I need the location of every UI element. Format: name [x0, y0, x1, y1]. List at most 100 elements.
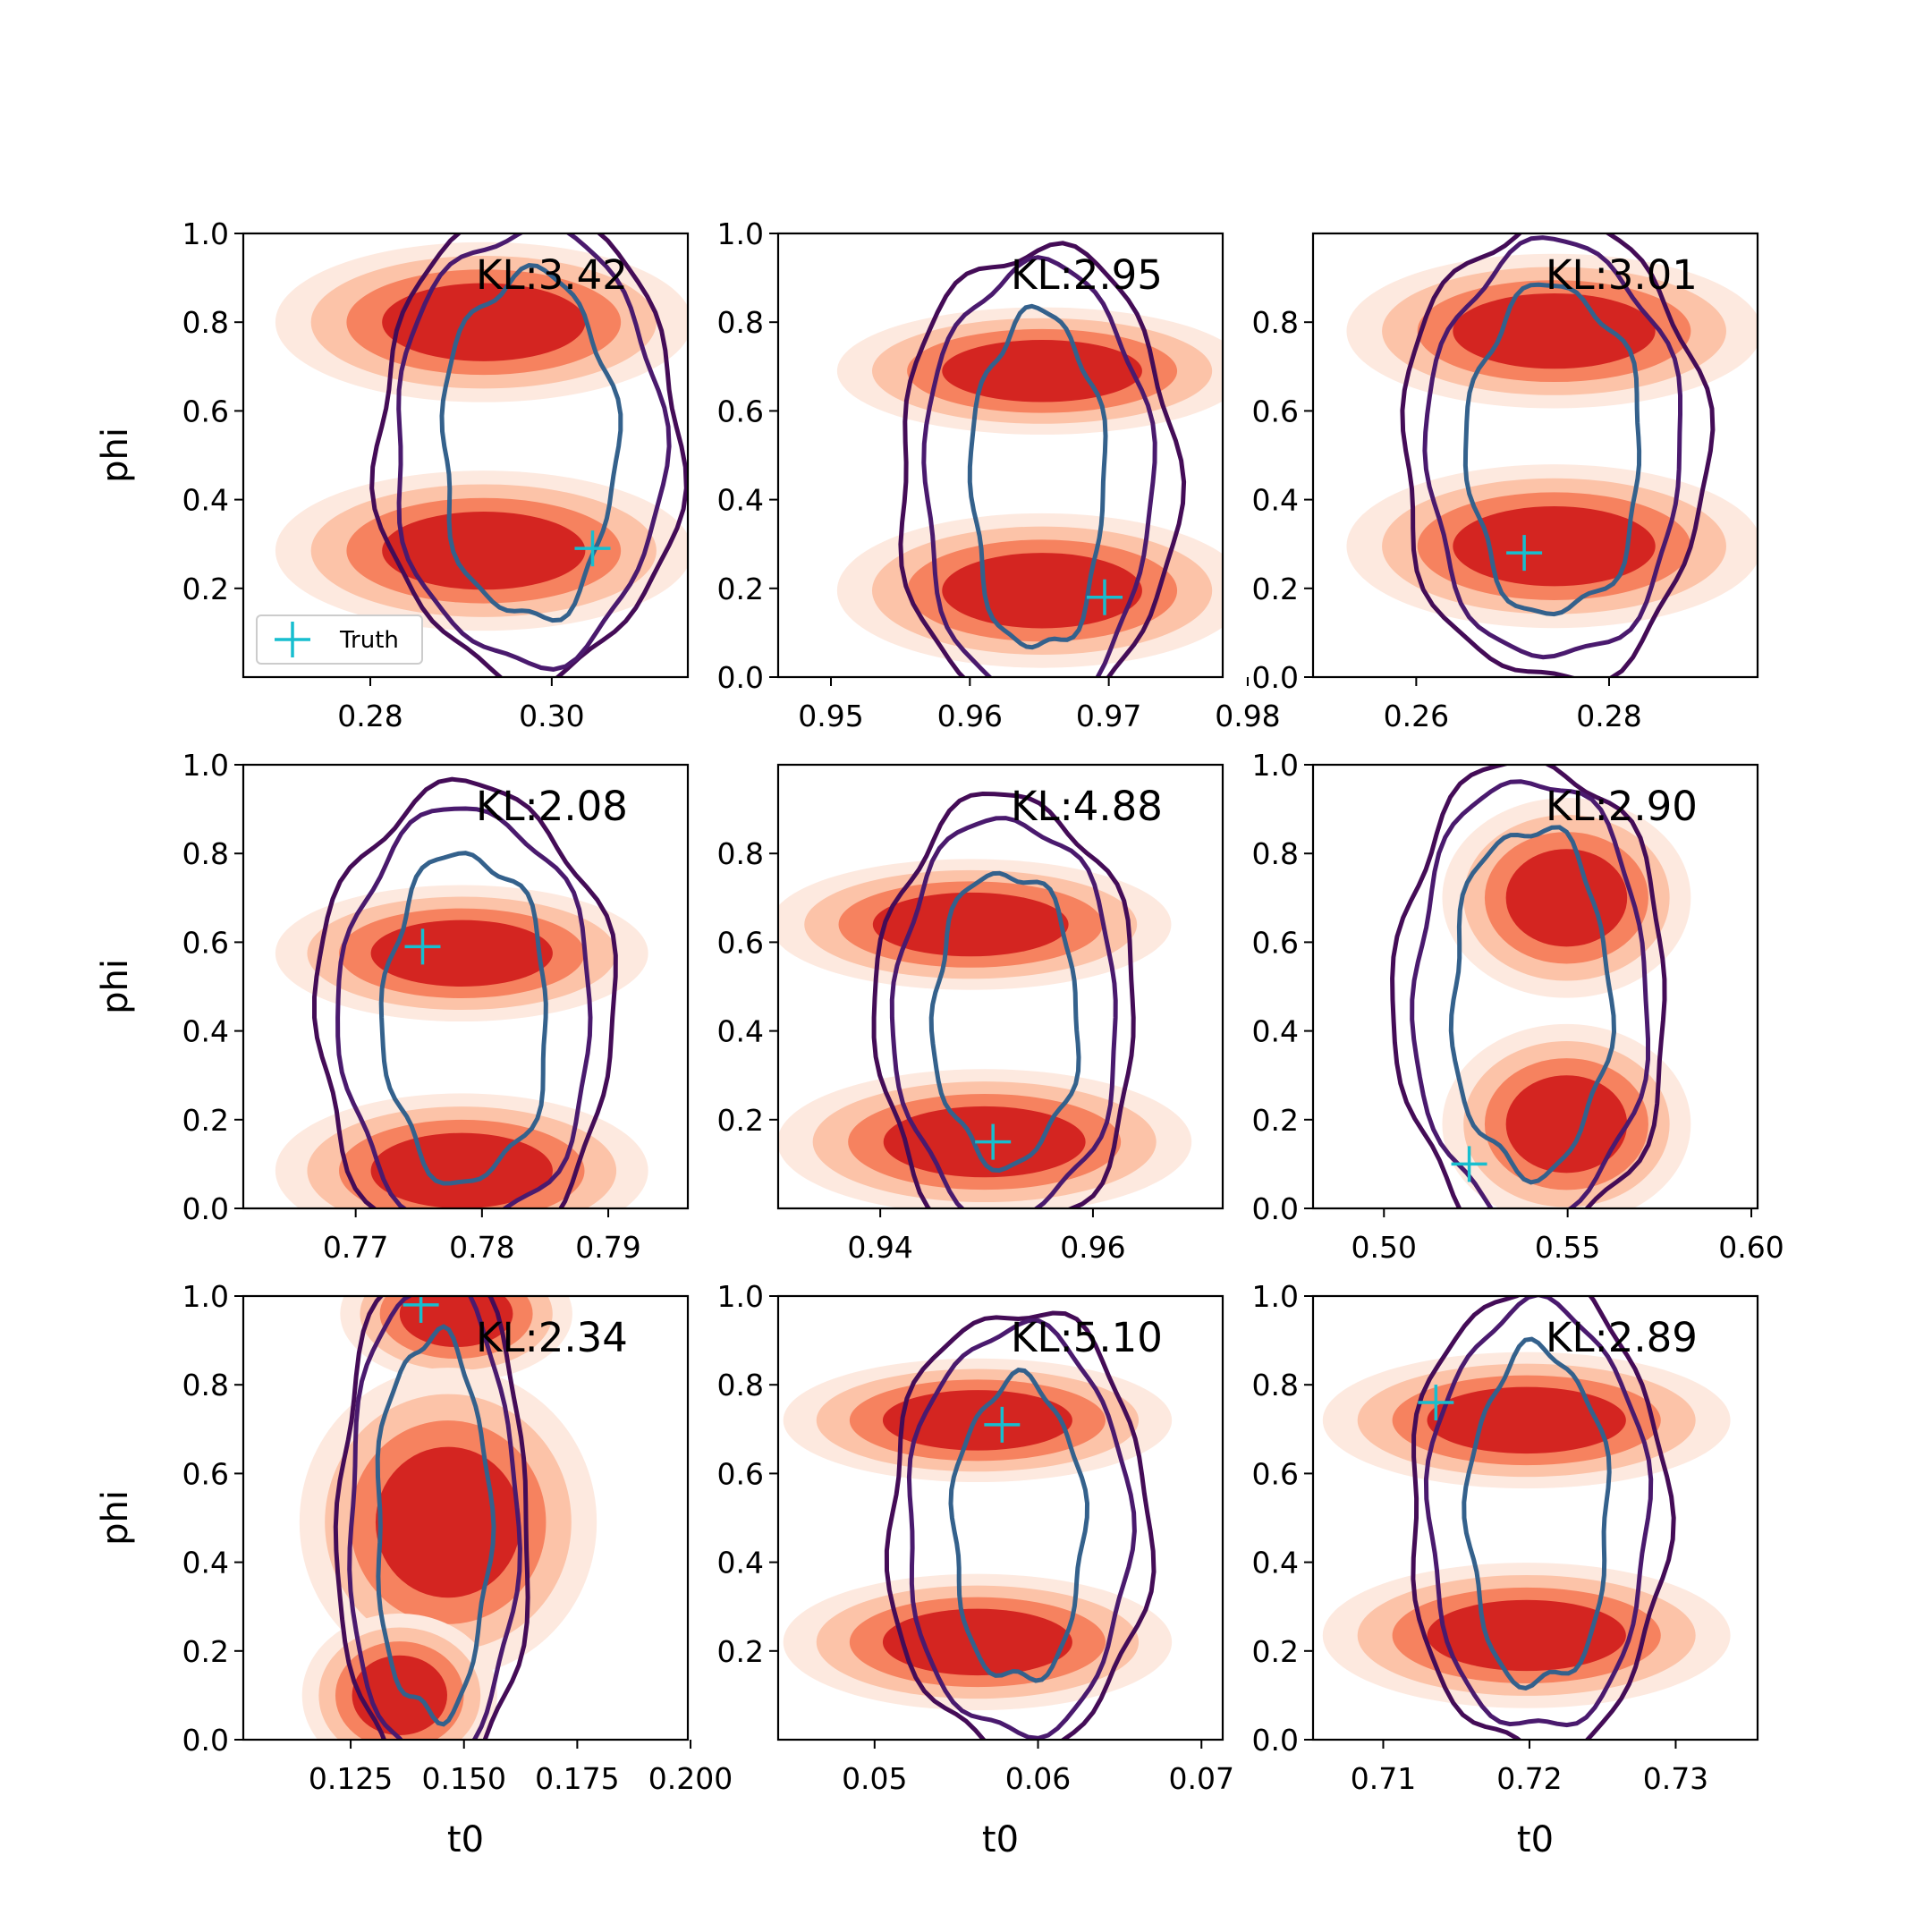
x-tick-label: 0.97: [1076, 699, 1141, 733]
x-tick-label: 0.200: [648, 1761, 733, 1796]
density-blob-2-level-4: [382, 511, 586, 590]
y-tick-label: 0.4: [182, 483, 229, 518]
y-tick-label: 0.8: [182, 836, 229, 871]
y-axis-label: phi: [95, 1490, 136, 1546]
y-tick-label: 1.0: [717, 1279, 764, 1314]
x-tick-label: 0.26: [1384, 699, 1449, 733]
density-blob-1-level-4: [1505, 849, 1628, 947]
y-tick-label: 0.4: [1252, 483, 1299, 518]
y-axis-label: phi: [95, 959, 136, 1014]
panel-4: 0.77 0.78 0.79 0.0 0.2 0.4 0.6 0.8 1.0 KL:2.08 phi: [95, 748, 690, 1265]
density-blob-2-level-4: [1427, 1599, 1626, 1672]
contour-inner: [439, 262, 623, 623]
y-tick-label: 0.8: [717, 1368, 764, 1402]
y-tick-label: 0.4: [182, 1546, 229, 1580]
x-tick-label: 0.05: [842, 1761, 907, 1796]
x-tick-label: 0.94: [847, 1230, 912, 1265]
y-tick-label: 0.0: [182, 1723, 229, 1758]
y-tick-label: 0.2: [717, 1634, 764, 1669]
y-tick-label: 0.6: [182, 394, 229, 428]
x-tick-label: 0.07: [1169, 1761, 1234, 1796]
y-tick-label: 0.0: [182, 1191, 229, 1226]
legend: Truth: [256, 614, 423, 665]
y-tick-label: 0.2: [1252, 1634, 1299, 1669]
contour-outer: [333, 1296, 530, 1740]
contour-outer: [898, 241, 1187, 677]
y-tick-label: 0.8: [1252, 1368, 1299, 1402]
contour-inner: [1448, 825, 1617, 1185]
contour-inner: [928, 870, 1081, 1174]
panel-2: 0.95 0.96 0.97 0.98 0.0 0.2 0.4 0.6 0.8 1.0 KL:2.9…: [717, 216, 1281, 733]
axes-frame: [1311, 1294, 1759, 1741]
legend-label: Truth: [339, 627, 399, 654]
y-tick-label: 1.0: [182, 748, 229, 783]
axes-frame: [242, 1294, 690, 1741]
contour-outer: [1390, 765, 1667, 1208]
x-axis-label: t0: [447, 1819, 484, 1860]
y-tick-label: 0.4: [717, 483, 764, 518]
density-blob-2-level-4: [942, 553, 1142, 629]
y-tick-label: 0.8: [182, 305, 229, 340]
y-tick-label: 0.2: [182, 1103, 229, 1138]
y-tick-label: 0.6: [717, 1456, 764, 1491]
axes-frame: [1311, 232, 1759, 679]
contour-mid: [1422, 235, 1682, 660]
axes-frame: [776, 232, 1224, 679]
y-tick-label: 0.4: [1252, 1546, 1299, 1580]
axes-frame: [1311, 763, 1759, 1210]
kl-annotation: KL:2.34: [476, 1314, 628, 1361]
kl-annotation: KL:3.42: [476, 251, 628, 299]
x-tick-label: 0.71: [1351, 1761, 1416, 1796]
density-blob-1-level-4: [382, 283, 586, 361]
contour-mid: [1410, 779, 1650, 1208]
panel-5: 0.94 0.96 0.2 0.4 0.6 0.8 KL:4.88: [717, 763, 1224, 1265]
y-tick-label: 1.0: [182, 1279, 229, 1314]
plot-area: [836, 241, 1223, 677]
density-blob-2-level-4: [1505, 1075, 1628, 1174]
panel-7: 0.125 0.150 0.175 0.200 0.0 0.2 0.4 0.6 0.8 1.0 KL…: [95, 1279, 733, 1860]
truth-marker: [404, 928, 441, 965]
x-tick-label: 0.30: [519, 699, 584, 733]
contour-outer: [871, 791, 1136, 1208]
truth-marker: [402, 1296, 439, 1323]
contour-outer: [884, 1310, 1157, 1740]
panel-3: 0.26 0.28 0.0 0.2 0.4 0.6 0.8 KL:3.01: [1252, 232, 1759, 733]
truth-marker: [1506, 535, 1543, 572]
density-blob-1-level-4: [942, 340, 1142, 402]
y-tick-label: 0.4: [717, 1014, 764, 1049]
contour-mid: [906, 1318, 1137, 1740]
x-axis-label: t0: [982, 1819, 1019, 1860]
density-blob-3-level-4: [352, 1655, 447, 1736]
density-blob-2-level-4: [375, 1446, 521, 1598]
y-tick-label: 0.2: [182, 572, 229, 606]
truth-marker: [975, 1123, 1012, 1160]
x-tick-label: 0.96: [1060, 1230, 1125, 1265]
y-tick-label: 0.2: [1252, 1103, 1299, 1138]
density-blob-1-level-4: [1453, 292, 1656, 369]
x-tick-label: 0.98: [1215, 699, 1280, 733]
plot-area: [299, 1296, 597, 1740]
contour-inner: [967, 303, 1108, 650]
plot-area: [1390, 765, 1691, 1208]
truth-marker: [1418, 1385, 1454, 1421]
density-blob-2-level-4: [1453, 506, 1656, 587]
y-tick-label: 0.8: [182, 1368, 229, 1402]
y-axis-label: phi: [95, 428, 136, 483]
legend-box: [256, 614, 423, 665]
contour-outer: [1400, 233, 1716, 677]
x-tick-label: 0.50: [1352, 1230, 1417, 1265]
x-tick-label: 0.150: [421, 1761, 505, 1796]
contour-outer: [1411, 1296, 1676, 1740]
contour-mid: [921, 255, 1157, 677]
y-tick-label: 0.2: [182, 1634, 229, 1669]
y-tick-label: 0.8: [717, 305, 764, 340]
x-tick-label: 0.125: [309, 1761, 393, 1796]
x-tick-label: 0.72: [1496, 1761, 1562, 1796]
truth-marker: [574, 530, 611, 567]
x-tick-label: 0.73: [1643, 1761, 1708, 1796]
y-tick-label: 0.8: [1252, 836, 1299, 871]
contour-mid: [889, 816, 1118, 1208]
y-tick-label: 1.0: [1252, 748, 1299, 783]
y-tick-label: 0.0: [717, 660, 764, 695]
